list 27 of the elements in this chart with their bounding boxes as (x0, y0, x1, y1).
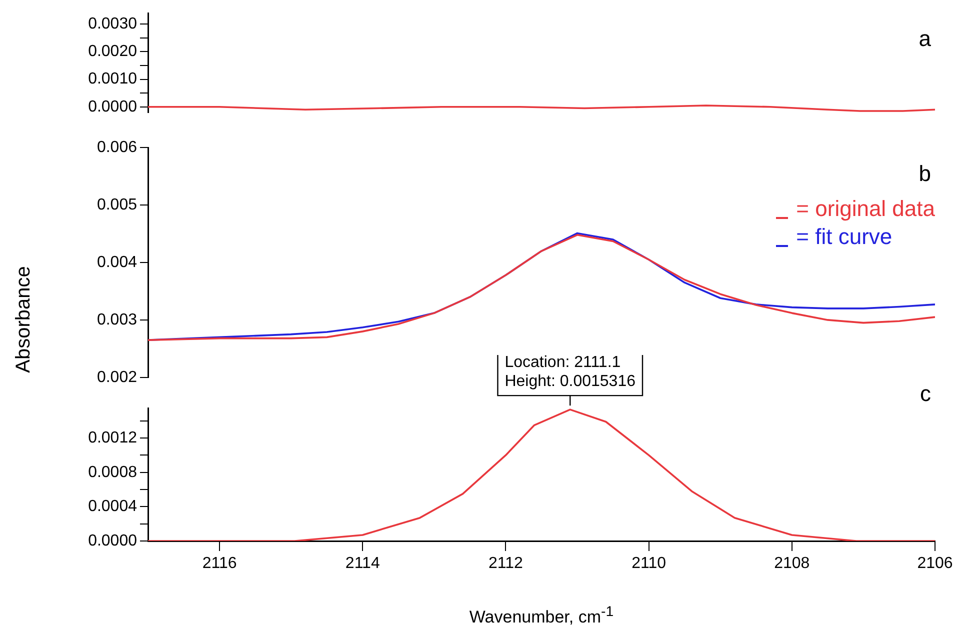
y-tick-label: 0.002 (96, 368, 138, 386)
y-tick-label: 0.0000 (88, 98, 138, 116)
y-tick-label: 0.004 (96, 254, 138, 271)
text: c (920, 381, 931, 406)
y-tick-label: 0.005 (96, 196, 138, 214)
y-axis-title: Absorbance (12, 265, 36, 375)
x-tick-label: 2112 (488, 555, 524, 572)
y-tick-label: 0.0000 (88, 532, 138, 550)
x-tick-label: 2114 (345, 555, 380, 572)
y-tick-label: 0.0004 (88, 498, 138, 516)
y-tick-label: 0.006 (96, 139, 138, 156)
x-tick-label: 2116 (202, 555, 237, 572)
legend-label: = fit curve (796, 223, 892, 251)
y-tick-label: 0.0008 (88, 464, 138, 481)
x-tick-label: 2110 (632, 555, 666, 572)
y-tick-label: 0.0030 (88, 15, 138, 32)
annotation: b (918, 161, 931, 186)
annotation: a (918, 26, 932, 52)
annotation: Location: 2111.1 Height: 0.0015316 (504, 354, 636, 390)
legend-label: = original data (796, 195, 935, 223)
x-tick-label: 2106 (917, 555, 953, 572)
y-tick-label: 0.003 (96, 311, 138, 328)
y-tick-label: 0.0010 (88, 70, 138, 88)
x-tick-label: 2108 (774, 555, 810, 572)
x-axis-title: Wavenumber, cm$^{-1}$ (468, 604, 615, 628)
y-tick-label: 0.0012 (88, 429, 138, 446)
y-tick-label: 0.0020 (88, 43, 138, 60)
